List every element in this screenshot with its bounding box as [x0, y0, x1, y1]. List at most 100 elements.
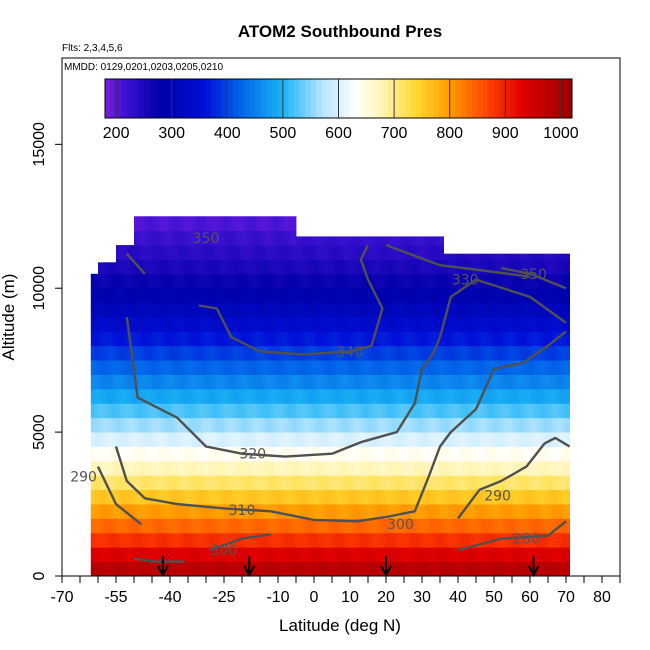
colorbar-cell	[394, 79, 401, 118]
heatmap-cell	[177, 374, 182, 390]
heatmap-cell	[566, 360, 570, 375]
colorbar-cell	[416, 79, 423, 118]
heatmap-cell	[508, 417, 513, 433]
heatmap-cell	[260, 245, 264, 260]
heatmap-cell	[141, 288, 146, 304]
heatmap-cell	[436, 273, 441, 289]
heatmap-cell	[238, 547, 243, 563]
heatmap-cell	[166, 504, 171, 519]
heatmap-cell	[274, 331, 279, 347]
heatmap-cell	[540, 504, 545, 519]
heatmap-cell	[335, 317, 340, 332]
heatmap-cell	[188, 489, 192, 505]
heatmap-cell	[141, 216, 146, 232]
heatmap-cell	[537, 259, 542, 275]
heatmap-cell	[94, 504, 99, 519]
heatmap-cell	[184, 374, 189, 390]
heatmap-cell	[231, 230, 236, 246]
heatmap-cell	[155, 273, 160, 289]
heatmap-cell	[134, 561, 138, 577]
heatmap-cell	[483, 302, 488, 318]
heatmap-cell	[108, 262, 113, 275]
heatmap-cell	[238, 388, 243, 404]
heatmap-cell	[461, 273, 466, 289]
heatmap-cell	[206, 403, 210, 419]
heatmap-cell	[317, 504, 322, 519]
heatmap-cell	[335, 446, 340, 462]
heatmap-cell	[566, 561, 570, 577]
heatmap-cell	[303, 374, 308, 390]
heatmap-cell	[378, 259, 383, 275]
heatmap-cell	[472, 547, 477, 563]
heatmap-cell	[126, 259, 131, 275]
heatmap-cell	[144, 388, 149, 404]
heatmap-cell	[209, 288, 214, 304]
heatmap-cell	[170, 475, 174, 491]
heatmap-cell	[389, 302, 394, 318]
heatmap-cell	[432, 288, 437, 304]
heatmap-cell	[292, 446, 297, 462]
heatmap-cell	[296, 302, 300, 318]
heatmap-cell	[148, 259, 153, 275]
heatmap-cell	[274, 518, 279, 534]
heatmap-cell	[188, 302, 192, 318]
heatmap-cell	[328, 403, 333, 419]
heatmap-cell	[202, 388, 207, 404]
heatmap-cell	[486, 532, 491, 548]
heatmap-cell	[292, 518, 297, 534]
heatmap-cell	[216, 547, 221, 563]
heatmap-cell	[324, 236, 329, 246]
heatmap-cell	[504, 561, 509, 577]
heatmap-cell	[396, 547, 401, 563]
heatmap-cell	[177, 345, 182, 361]
heatmap-cell	[486, 432, 491, 447]
heatmap-cell	[386, 446, 390, 462]
heatmap-cell	[346, 417, 351, 433]
heatmap-cell	[566, 331, 570, 347]
heatmap-cell	[512, 259, 516, 275]
heatmap-cell	[299, 360, 304, 375]
heatmap-cell	[368, 388, 372, 404]
heatmap-cell	[407, 288, 412, 304]
heatmap-cell	[450, 374, 455, 390]
heatmap-cell	[314, 547, 318, 563]
heatmap-cell	[479, 360, 484, 375]
heatmap-cell	[159, 561, 164, 577]
heatmap-cell	[357, 245, 362, 260]
heatmap-cell	[310, 388, 315, 404]
heatmap-cell	[368, 547, 372, 563]
heatmap-cell	[346, 388, 351, 404]
heatmap-cell	[303, 403, 308, 419]
heatmap-cell	[238, 489, 243, 505]
heatmap-cell	[368, 417, 372, 433]
heatmap-cell	[191, 561, 196, 577]
heatmap-cell	[314, 273, 318, 289]
heatmap-cell	[472, 317, 477, 332]
heatmap-cell	[252, 374, 257, 390]
heatmap-cell	[281, 302, 286, 318]
heatmap-cell	[328, 245, 333, 260]
heatmap-cell	[303, 273, 308, 289]
heatmap-cell	[566, 388, 570, 404]
heatmap-cell	[447, 489, 452, 505]
contour-label: 290	[484, 488, 511, 504]
heatmap-cell	[245, 259, 250, 275]
heatmap-cell	[558, 388, 563, 404]
heatmap-cell	[296, 236, 300, 246]
heatmap-cell	[238, 216, 243, 232]
heatmap-cell	[497, 432, 502, 447]
heatmap-cell	[177, 302, 182, 318]
heatmap-cell	[371, 259, 376, 275]
heatmap-cell	[497, 388, 502, 404]
heatmap-cell	[436, 374, 441, 390]
heatmap-cell	[386, 360, 390, 375]
heatmap-cell	[450, 302, 455, 318]
heatmap-cell	[501, 259, 506, 275]
heatmap-cell	[166, 432, 171, 447]
heatmap-cell	[458, 518, 462, 534]
heatmap-cell	[447, 518, 452, 534]
heatmap-cell	[252, 288, 257, 304]
heatmap-cell	[350, 446, 354, 462]
heatmap-cell	[209, 216, 214, 232]
heatmap-cell	[530, 360, 534, 375]
